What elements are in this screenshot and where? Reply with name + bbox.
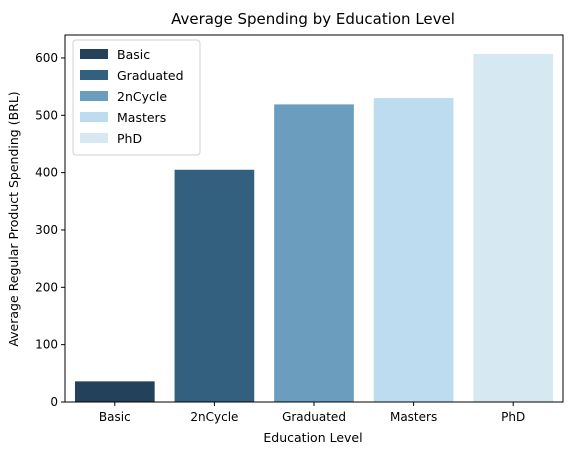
bar-basic — [74, 381, 155, 402]
bars-group — [74, 53, 554, 403]
y-tick-label: 400 — [35, 166, 58, 180]
legend-label: Graduated — [117, 68, 184, 83]
y-tick-label: 0 — [50, 395, 58, 409]
bar-graduated — [274, 104, 354, 403]
legend-label: Masters — [117, 110, 166, 125]
legend-swatch — [80, 49, 108, 59]
legend-box — [72, 39, 201, 156]
legend-label: 2nCycle — [117, 89, 167, 104]
y-tick-label: 500 — [35, 108, 58, 122]
x-axis-label: Education Level — [263, 430, 362, 445]
chart-title: Average Spending by Education Level — [171, 10, 455, 28]
plot-frame — [64, 34, 564, 403]
legend-label: PhD — [117, 131, 142, 146]
y-tick-label: 200 — [35, 280, 58, 294]
y-tick-label: 600 — [35, 51, 58, 65]
legend-swatch — [80, 70, 108, 80]
legend: Basic Graduated 2nCycle Masters PhD — [72, 39, 201, 156]
y-axis-label: Average Regular Product Spending (BRL) — [6, 91, 21, 346]
legend-swatch — [80, 112, 108, 122]
x-tick-label: Basic — [99, 410, 131, 424]
bar-masters — [373, 98, 454, 402]
legend-swatch — [80, 133, 108, 143]
axes-group: Basic 2nCycle Graduated Masters PhD 0 100 200 30… — [35, 34, 564, 424]
y-tick-label: 300 — [35, 223, 58, 237]
legend-label: Basic — [117, 47, 150, 62]
x-tick-label: Masters — [390, 410, 437, 424]
y-tick-label: 100 — [35, 338, 58, 352]
x-tick-label: PhD — [501, 410, 525, 424]
bar-phd — [473, 53, 554, 403]
bar-2ncycle — [174, 169, 255, 402]
x-tick-label: Graduated — [282, 410, 346, 424]
legend-swatch — [80, 91, 108, 101]
x-tick-label: 2nCycle — [190, 410, 238, 424]
